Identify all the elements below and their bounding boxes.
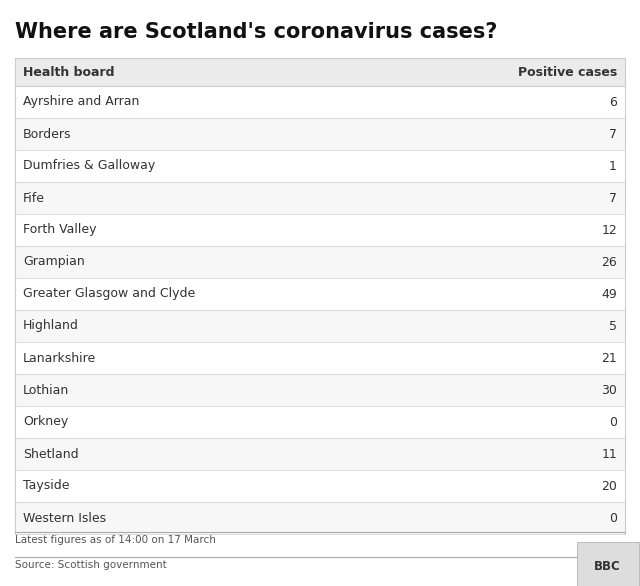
Text: Fife: Fife [23, 192, 45, 205]
Bar [15, 406, 625, 438]
Text: Shetland: Shetland [23, 448, 79, 461]
Text: Ayrshire and Arran: Ayrshire and Arran [23, 96, 140, 108]
Bar [15, 246, 625, 278]
Text: Highland: Highland [23, 319, 79, 332]
Text: 26: 26 [601, 255, 617, 268]
Bar [15, 150, 625, 182]
Text: 0: 0 [609, 415, 617, 428]
Text: Borders: Borders [23, 128, 72, 141]
Bar [15, 374, 625, 406]
Bar [15, 310, 625, 342]
Text: Forth Valley: Forth Valley [23, 223, 97, 237]
Text: Orkney: Orkney [23, 415, 68, 428]
Text: 0: 0 [609, 512, 617, 524]
Text: 6: 6 [609, 96, 617, 108]
Text: Latest figures as of 14:00 on 17 March: Latest figures as of 14:00 on 17 March [15, 535, 216, 545]
Text: BBC: BBC [595, 560, 621, 573]
Text: 7: 7 [609, 192, 617, 205]
Text: Health board: Health board [23, 66, 115, 79]
Text: Tayside: Tayside [23, 479, 70, 492]
Text: Source: Scottish government: Source: Scottish government [15, 560, 167, 570]
Text: 20: 20 [601, 479, 617, 492]
Text: Grampian: Grampian [23, 255, 84, 268]
Text: 11: 11 [601, 448, 617, 461]
Text: Lanarkshire: Lanarkshire [23, 352, 96, 364]
Bar [15, 118, 625, 150]
Bar [15, 278, 625, 310]
Text: Greater Glasgow and Clyde: Greater Glasgow and Clyde [23, 288, 195, 301]
Bar [15, 342, 625, 374]
Bar [15, 86, 625, 118]
Text: 49: 49 [601, 288, 617, 301]
Text: Lothian: Lothian [23, 383, 69, 397]
Bar [15, 58, 625, 86]
Text: 30: 30 [601, 383, 617, 397]
Bar [15, 502, 625, 534]
Bar [15, 470, 625, 502]
Text: Dumfries & Galloway: Dumfries & Galloway [23, 159, 156, 172]
Text: Where are Scotland's coronavirus cases?: Where are Scotland's coronavirus cases? [15, 22, 497, 42]
Text: 12: 12 [601, 223, 617, 237]
Text: 21: 21 [601, 352, 617, 364]
Text: 5: 5 [609, 319, 617, 332]
Text: Positive cases: Positive cases [518, 66, 617, 79]
Bar [15, 438, 625, 470]
Bar [15, 214, 625, 246]
Text: 7: 7 [609, 128, 617, 141]
Text: 1: 1 [609, 159, 617, 172]
Text: Western Isles: Western Isles [23, 512, 106, 524]
Bar [15, 182, 625, 214]
